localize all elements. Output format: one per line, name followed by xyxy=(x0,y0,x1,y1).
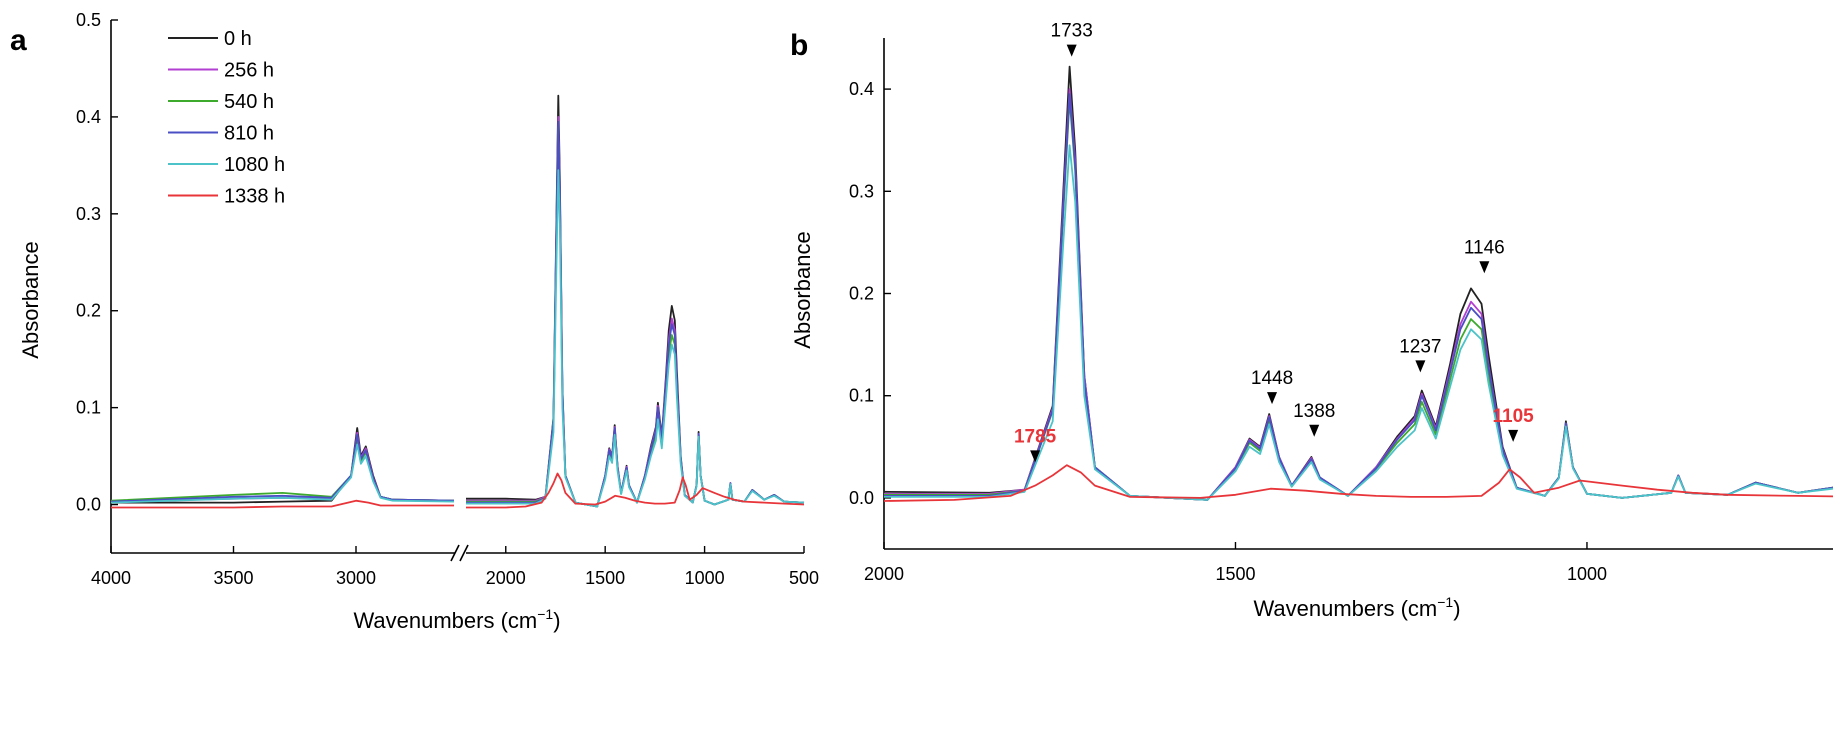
panel-a-y-tick-label: 0.1 xyxy=(76,398,101,418)
panel-a-x-tick-label: 3000 xyxy=(336,568,376,588)
peak-marker xyxy=(1030,450,1041,463)
panel-a-x-tick-label: 3500 xyxy=(213,568,253,588)
panel-a-y-tick-label: 0.3 xyxy=(76,204,101,224)
panel-b-y-tick-label: 0.1 xyxy=(849,386,874,406)
peak-label: 1146 xyxy=(1464,237,1505,258)
panel-b-x-tick-label: 2000 xyxy=(864,564,904,584)
panel-a-x-axis-title: Wavenumbers (cm−1) xyxy=(353,606,560,633)
panel-a-series-line xyxy=(110,433,455,503)
panel-b-plot-area xyxy=(884,65,1833,502)
panel-a-series-line xyxy=(466,94,805,508)
peak-label: 1733 xyxy=(1051,21,1093,42)
panel-b-letter: b xyxy=(790,29,808,62)
panel-a-x-tick-label: 1000 xyxy=(685,568,725,588)
panel-a-series-line xyxy=(466,120,805,508)
peak-marker xyxy=(1267,392,1278,405)
axis-break-mark xyxy=(459,544,469,562)
legend-label: 540 h xyxy=(224,91,274,113)
axis-break-mark xyxy=(450,544,460,562)
panel-b: 0.0 0.1 0.2 0.3 0.4 2000 1500 1000 Wavenumbers (… xyxy=(790,21,1833,621)
panel-a-series-line xyxy=(110,431,455,503)
panel-a-y-axis-title: Absorbance xyxy=(18,241,43,358)
panel-b-x-tick-label: 1000 xyxy=(1567,564,1607,584)
legend-label: 1080 h xyxy=(224,154,285,176)
panel-a-series-line xyxy=(466,116,805,508)
peak-marker xyxy=(1309,424,1320,437)
panel-a-letter: a xyxy=(10,24,27,57)
peak-label: 1448 xyxy=(1251,368,1293,389)
panel-a: 0.0 0.1 0.2 0.3 0.4 0.5 4000 3500 3000 2000 1500 10… xyxy=(18,10,819,633)
panel-a-series-line xyxy=(111,427,455,504)
panel-b-y-tick-label: 0.2 xyxy=(849,284,874,304)
peak-label: 1388 xyxy=(1293,401,1335,422)
panel-b-series-line xyxy=(884,144,1833,501)
panel-b-y-tick-label: 0.3 xyxy=(849,181,874,201)
peak-label: 1237 xyxy=(1399,336,1441,357)
panel-a-series-line xyxy=(111,499,454,509)
peak-marker xyxy=(1415,360,1426,373)
legend-label: 256 h xyxy=(224,60,274,82)
panel-a-series-line xyxy=(466,169,805,508)
legend-label: 810 h xyxy=(224,123,274,145)
peak-label: 1105 xyxy=(1493,406,1535,427)
panel-b-y-tick-label: 0.4 xyxy=(849,79,874,99)
peak-marker xyxy=(1508,429,1519,442)
panel-a-y-tick-label: 0.5 xyxy=(76,10,101,30)
panel-a-x-tick-label: 1500 xyxy=(585,568,625,588)
panel-a-x-tick-label: 500 xyxy=(789,568,819,588)
panel-b-y-tick-label: 0.0 xyxy=(849,488,874,508)
panel-b-x-axis-title: Wavenumbers (cm−1) xyxy=(1253,594,1460,621)
panel-b-series-line xyxy=(884,464,1833,502)
panel-a-series-line xyxy=(466,472,805,509)
panel-a-y-tick-label: 0.0 xyxy=(76,495,101,515)
panel-a-series-line xyxy=(110,443,455,504)
panel-b-x-tick-label: 1500 xyxy=(1215,564,1255,584)
panel-a-series-line xyxy=(466,125,805,508)
panel-a-series-line xyxy=(110,437,455,502)
panel-a-x-tick-label: 2000 xyxy=(486,568,526,588)
peak-label: 1785 xyxy=(1014,426,1057,447)
panel-a-y-tick-label: 0.4 xyxy=(76,107,101,127)
panel-a-x-tick-label: 4000 xyxy=(91,568,131,588)
legend-label: 0 h xyxy=(224,28,252,50)
legend-label: 1338 h xyxy=(224,186,285,208)
peak-marker xyxy=(1066,44,1077,57)
panel-a-y-tick-label: 0.2 xyxy=(76,301,101,321)
panel-b-y-axis-title: Absorbance xyxy=(790,231,815,348)
peak-marker xyxy=(1479,261,1490,274)
